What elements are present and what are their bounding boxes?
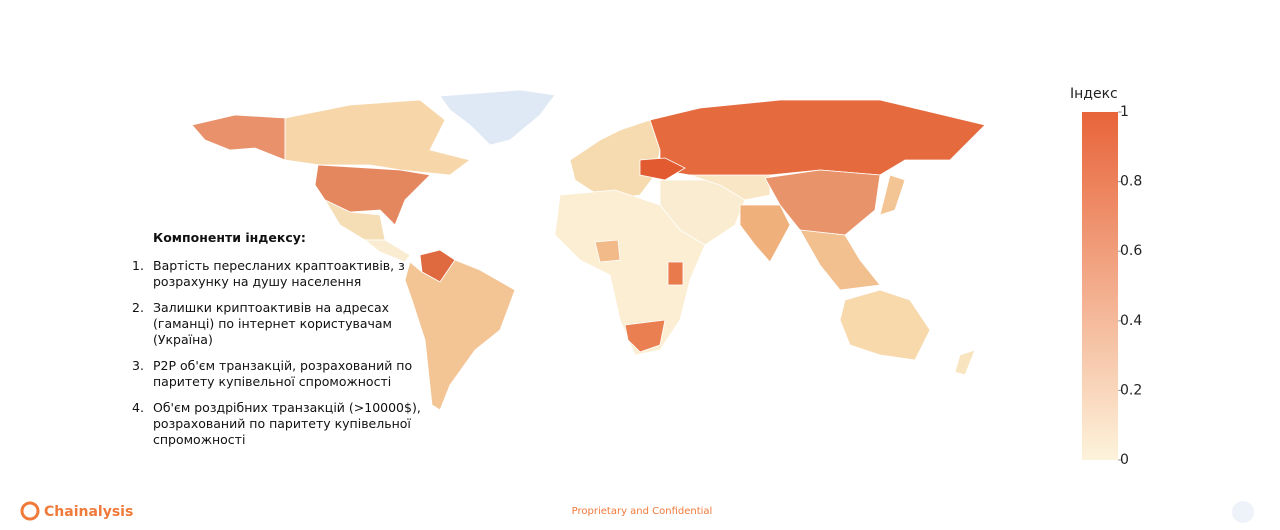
usa — [314, 164, 431, 226]
item-marker — [132, 300, 153, 348]
legend-item: Об'єм роздрібних транзакцій (>10000$), ро… — [132, 400, 421, 448]
se-asia — [799, 229, 881, 291]
colorbar-tick-label: 0.8 — [1120, 174, 1142, 190]
china — [764, 169, 881, 236]
item-marker — [132, 258, 153, 290]
colorbar: Індекс 0 0.2 0.4 0.6 0.8 1 — [1070, 86, 1142, 468]
colorbar-tick-label: 0.6 — [1120, 243, 1142, 259]
kenya — [667, 261, 684, 286]
nigeria — [594, 239, 621, 263]
corner-badge — [1232, 501, 1254, 523]
brand: Chainalysis — [44, 504, 133, 520]
item-line: розрахунку на душу населення — [153, 274, 362, 289]
item-line: паритету купівельної спроможності — [153, 374, 392, 389]
logo: Chainalysis — [20, 501, 133, 521]
item-line: спроможності — [153, 432, 246, 447]
item-marker — [132, 358, 153, 390]
legend-title: Компоненти індексу: — [153, 230, 306, 245]
japan — [879, 174, 906, 216]
new-zealand — [954, 349, 976, 376]
ukraine — [639, 157, 686, 181]
item-line: Об'єм роздрібних транзакцій (>10000$), — [153, 400, 421, 415]
item-marker — [132, 400, 153, 448]
colorbar-scale — [1082, 112, 1118, 460]
india — [739, 204, 791, 263]
colorbar-tick-label: 1 — [1120, 104, 1129, 120]
colorbar-tick-label: 0 — [1120, 452, 1129, 468]
legend-item: Залишки криптоактивів на адресах (гаманці… — [132, 300, 421, 348]
canada — [284, 99, 471, 176]
legend-item: Вартість пересланих краптоактивів, з розр… — [132, 258, 421, 290]
central-america — [363, 239, 411, 263]
legend-item: P2P об'єм транзакцій, розрахований по пар… — [132, 358, 421, 390]
item-line: розрахований по паритету купівельної — [153, 416, 411, 431]
item-line: Залишки криптоактивів на адресах — [153, 300, 390, 315]
colorbar-title: Індекс — [1070, 86, 1118, 102]
south-america — [404, 259, 516, 411]
item-line: (гаманці) по інтернет користувачам — [153, 316, 392, 331]
south-africa — [624, 319, 666, 353]
item-line: Вартість пересланих краптоактивів, з — [153, 258, 405, 273]
index-components: Компоненти індексу: Вартість пересланих … — [132, 230, 421, 458]
central-asia — [689, 174, 771, 201]
russia — [649, 99, 986, 181]
footer-note: Proprietary and Confidential — [572, 506, 713, 517]
africa — [554, 189, 706, 356]
world-map — [191, 89, 986, 411]
item-line: (Україна) — [153, 332, 213, 347]
australia — [839, 289, 931, 361]
colorbar-tick-label: 0.4 — [1120, 313, 1142, 329]
alaska — [191, 114, 286, 161]
colorbar-tick-label: 0.2 — [1120, 382, 1142, 398]
greenland — [439, 89, 556, 146]
item-line: P2P об'єм транзакцій, розрахований по — [153, 358, 413, 373]
